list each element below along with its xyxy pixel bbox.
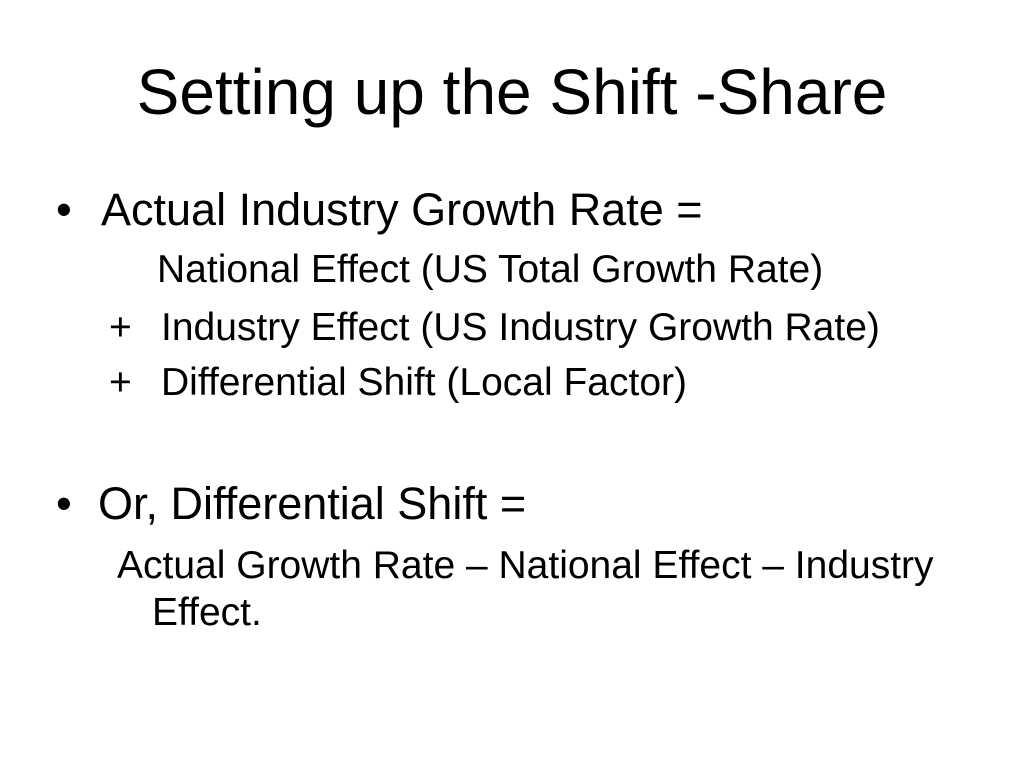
subline-national-effect: National Effect (US Total Growth Rate) <box>157 248 824 291</box>
bullet-marker: • <box>56 184 72 235</box>
formula-line-2: Effect. <box>152 591 262 634</box>
subline-industry-effect: Industry Effect (US Industry Growth Rate… <box>161 306 880 349</box>
subline-differential-shift: Differential Shift (Local Factor) <box>161 361 687 404</box>
bullet-item-2-heading: Or, Differential Shift = <box>98 478 527 529</box>
bullet-marker: • <box>56 478 72 529</box>
plus-sign: + <box>109 306 132 349</box>
bullet-item-1-heading: Actual Industry Growth Rate = <box>101 184 703 235</box>
slide-title: Setting up the Shift -Share <box>136 56 888 128</box>
formula-line-1: Actual Growth Rate – National Effect – I… <box>117 544 934 587</box>
plus-sign: + <box>109 361 132 404</box>
